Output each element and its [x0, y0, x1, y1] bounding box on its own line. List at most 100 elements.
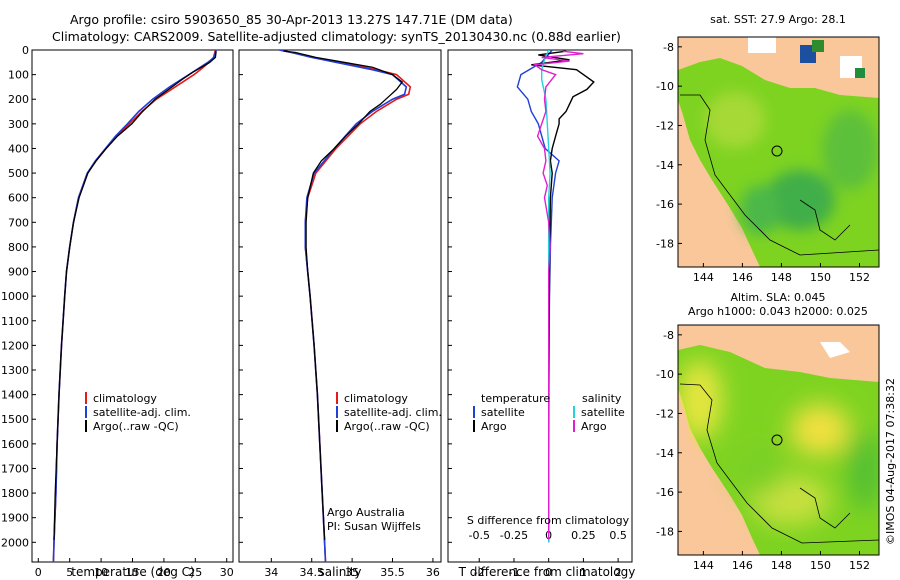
map-y-tick-label: -18 [656, 237, 674, 250]
y-tick-label: 300 [8, 118, 29, 131]
sla-map-title-1: Altim. SLA: 0.045 [730, 291, 825, 304]
y-tick-label: 1200 [1, 339, 29, 352]
x-tick-label: 20 [157, 566, 171, 579]
map-y-tick-label: -8 [663, 329, 674, 342]
x-tick-label: 5 [66, 566, 73, 579]
sst-map-ticks: 144 146 148 150 152 -8 -10 -12 -14 -16 -18 [656, 41, 870, 284]
legend-argo-label: Argo(..raw -QC) [93, 420, 179, 433]
x-tick-label: 34 [264, 566, 278, 579]
legend-s-satellite-label: satellite [581, 406, 625, 419]
y-tick-label: 2000 [1, 536, 29, 549]
legend-satellite-label: satellite-adj. clim. [344, 406, 442, 419]
queensland-coast [678, 396, 752, 555]
header-line-1: Argo profile: csiro 5903650_85 30-Apr-20… [70, 12, 513, 27]
map-x-tick-label: 152 [849, 559, 870, 572]
reef-contour [799, 487, 851, 529]
x-tick-label: 0 [35, 566, 42, 579]
new-guinea-coast [678, 37, 879, 62]
y-tick-label: 1700 [1, 462, 29, 475]
difference-line-t-satellite [516, 50, 560, 543]
legend-satellite-label: satellite-adj. clim. [93, 406, 191, 419]
legend-salinity-heading: salinity [582, 392, 622, 405]
map-x-tick-label: 146 [732, 559, 753, 572]
temperature-line-climatology [52, 50, 217, 562]
map-x-tick-label: 148 [771, 271, 792, 284]
temperature-curves [52, 50, 217, 562]
imos-footer: ©IMOS 04-Aug-2017 07:38:32 [884, 378, 897, 545]
y-tick-label: 1000 [1, 290, 29, 303]
difference-curves [516, 50, 595, 543]
no-data-patch [748, 37, 776, 53]
cloud-patch [855, 68, 865, 78]
y-tick-label: 900 [8, 266, 29, 279]
y-tick-label: 600 [8, 192, 29, 205]
new-guinea-coast [678, 325, 879, 350]
legend-argo-label: Argo(..raw -QC) [344, 420, 430, 433]
y-tick-label: 800 [8, 241, 29, 254]
map-x-tick-label: 150 [810, 559, 831, 572]
legend-temperature-heading: temperature [481, 392, 550, 405]
axes-layer: 0100200300400500600700800900100011001200… [1, 44, 627, 579]
temperature-panel-frame [31, 49, 234, 563]
x-tick-label: 1 [580, 566, 587, 579]
y-tick-label: 500 [8, 167, 29, 180]
temperature-legend: climatology satellite-adj. clim. Argo(..… [85, 392, 191, 433]
salinity-xlabel: salinity [318, 565, 361, 579]
header-line-2: Climatology: CARS2009. Satellite-adjuste… [52, 29, 621, 44]
map-x-tick-label: 148 [771, 559, 792, 572]
y-tick-label: 100 [8, 69, 29, 82]
sla-map-title-2: Argo h1000: 0.043 h2000: 0.025 [688, 305, 868, 318]
map-y-tick-label: -8 [663, 41, 674, 54]
y-tick-label: 1300 [1, 364, 29, 377]
x-tick-label: 0 [545, 566, 552, 579]
x-tick-label: 30 [220, 566, 234, 579]
s-tick-label: -0.5 [469, 529, 490, 542]
bathymetry-contour [680, 94, 879, 256]
salinity-line-argo [283, 50, 404, 540]
queensland-coast [678, 108, 752, 267]
map-y-tick-label: -14 [656, 447, 674, 460]
salinity-line-satellite-adj [279, 50, 408, 562]
no-data-patch [820, 342, 850, 358]
y-tick-label: 1600 [1, 438, 29, 451]
y-tick-label: 1400 [1, 389, 29, 402]
sst-map [678, 37, 879, 267]
temperature-line-satellite-adj [52, 50, 217, 562]
legend-s-argo-label: Argo [581, 420, 607, 433]
y-tick-label: 1500 [1, 413, 29, 426]
pi-label: PI: Susan Wijffels [327, 520, 421, 533]
sst-map-frame [677, 36, 880, 268]
cloud-patch [812, 40, 824, 52]
legend-t-satellite-label: satellite [481, 406, 525, 419]
map-y-tick-label: -10 [656, 80, 674, 93]
x-tick-label: 34.5 [299, 566, 324, 579]
map-x-tick-label: 150 [810, 271, 831, 284]
sla-map-frame [677, 324, 880, 556]
y-tick-label: 400 [8, 142, 29, 155]
legend-t-argo-label: Argo [481, 420, 507, 433]
y-tick-label: 1900 [1, 512, 29, 525]
y-tick-label: 1800 [1, 487, 29, 500]
s-tick-label: 0.5 [609, 529, 627, 542]
argo-float-marker [771, 145, 783, 157]
sla-map-ticks: 144 146 148 150 152 -8 -10 -12 -14 -16 -18 [656, 329, 870, 572]
x-tick-label: 25 [188, 566, 202, 579]
salinity-line-climatology [279, 50, 412, 562]
temperature-xlabel: temperature (deg C) [71, 565, 194, 579]
difference-panel-frame [447, 49, 633, 563]
sst-variation [705, 92, 878, 235]
salinity-curves [279, 50, 412, 562]
legend-climatology-label: climatology [93, 392, 157, 405]
map-x-tick-label: 144 [693, 559, 714, 572]
x-tick-label: 2 [615, 566, 622, 579]
argo-australia-label: Argo Australia [327, 506, 405, 519]
map-y-tick-label: -16 [656, 198, 674, 211]
legend-climatology-label: climatology [344, 392, 408, 405]
x-tick-label: 36 [426, 566, 440, 579]
x-tick-label: 15 [126, 566, 140, 579]
reef-contour [799, 199, 851, 241]
x-tick-label: 35.5 [380, 566, 405, 579]
temperature-line-argo [53, 51, 217, 540]
y-tick-label: 0 [22, 44, 29, 57]
difference-legend: temperature satellite Argo salinity sate… [473, 392, 625, 433]
